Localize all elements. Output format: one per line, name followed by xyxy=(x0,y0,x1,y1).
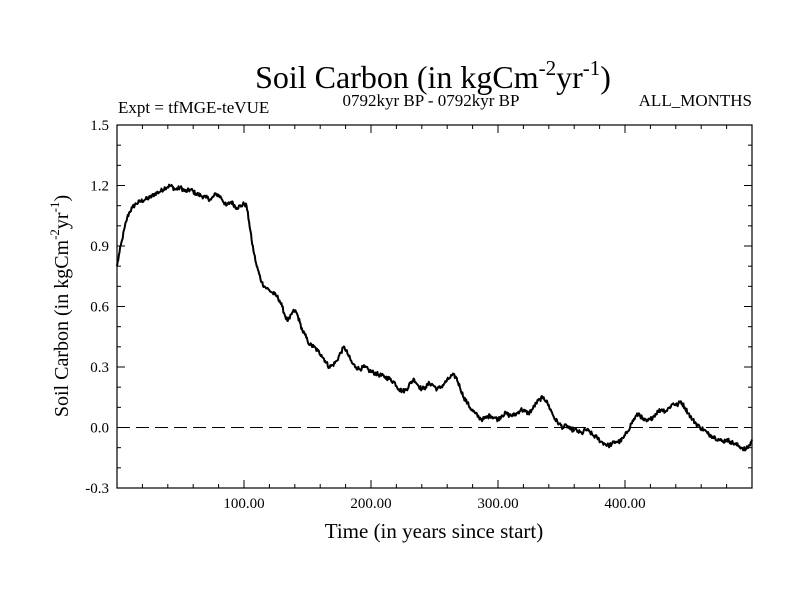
y-axis-label-main: Soil Carbon (in kgCm xyxy=(51,239,73,417)
chart-title-sup2: -1 xyxy=(583,56,601,80)
chart-title-sup1: -2 xyxy=(539,56,557,80)
x-axis-label: Time (in years since start) xyxy=(325,519,544,543)
y-axis-label-end: ) xyxy=(51,195,73,202)
x-tick-label: 300.00 xyxy=(477,496,518,512)
chart-title-main: Soil Carbon (in kgCm xyxy=(255,59,539,95)
experiment-label: Expt = tfMGE-teVUE xyxy=(118,98,269,117)
soil-carbon-series-line xyxy=(116,183,753,452)
x-axis: 100.00 200.00 300.00 400.00 xyxy=(141,125,728,512)
y-tick-label: 1.2 xyxy=(90,179,109,195)
plot-frame xyxy=(116,124,753,489)
y-tick-label: 0.3 xyxy=(90,360,109,376)
y-tick-label: 0.0 xyxy=(90,421,109,437)
x-tick-label: 200.00 xyxy=(350,496,391,512)
chart-title: Soil Carbon (in kgCm-2yr-1) xyxy=(255,56,611,95)
y-axis-label-mid: yr xyxy=(51,212,73,229)
x-tick-label: 400.00 xyxy=(604,496,645,512)
y-tick-label: 0.9 xyxy=(90,239,109,255)
y-tick-label: 0.6 xyxy=(90,300,109,316)
y-axis-label-sup1: -2 xyxy=(47,229,62,240)
series-layer xyxy=(116,183,753,452)
months-label: ALL_MONTHS xyxy=(639,91,752,110)
y-tick-label: -0.3 xyxy=(85,481,109,497)
chart-title-end: ) xyxy=(600,59,611,95)
y-tick-label: 1.5 xyxy=(90,118,109,134)
y-axis-label: Soil Carbon (in kgCm-2yr-1) xyxy=(47,195,73,417)
chart-title-mid: yr xyxy=(556,59,583,95)
y-axis-label-sup2: -1 xyxy=(47,202,62,213)
x-tick-label: 100.00 xyxy=(223,496,264,512)
period-label: 0792kyr BP - 0792kyr BP xyxy=(343,91,520,110)
y-axis: -0.3 0.0 0.3 0.6 0.9 1.2 1.5 xyxy=(85,118,752,497)
